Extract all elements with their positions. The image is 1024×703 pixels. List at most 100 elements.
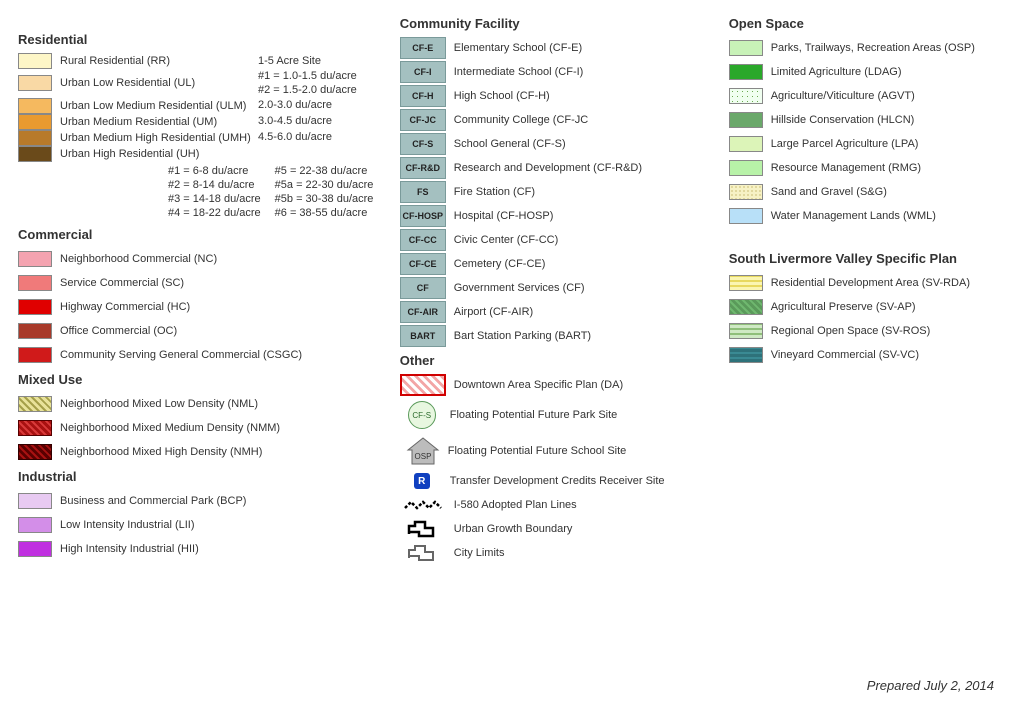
legend-label: Water Management Lands (WML) [771,210,1006,222]
swatch [18,396,52,412]
cl-label: City Limits [454,547,717,559]
legend-label: Agricultural Preserve (SV-AP) [771,301,1006,313]
cf-swatch: CF-I [400,61,446,83]
swatch [18,114,52,130]
legend-label: Regional Open Space (SV-ROS) [771,325,1006,337]
legend-row: FSFire Station (CF) [400,181,717,203]
os-title: Open Space [729,16,1006,31]
cf-swatch: CF [400,277,446,299]
swatch [729,208,763,224]
swatch [729,299,763,315]
legend-row: CF-IIntermediate School (CF-I) [400,61,717,83]
legend-label: Community College (CF-JC [454,114,717,126]
legend-row: Urban Low Residential (UL)#1 = 1.0-1.5 d… [18,69,388,98]
da-swatch [400,374,446,396]
legend-label: Civic Center (CF-CC) [454,234,717,246]
legend-label: Large Parcel Agriculture (LPA) [771,138,1006,150]
swatch [18,98,52,114]
cf-swatch: CF-AIR [400,301,446,323]
legend-label: High Intensity Industrial (HII) [60,543,388,555]
legend-row: Water Management Lands (WML) [729,205,1006,227]
cf-swatch: CF-CC [400,229,446,251]
cf-swatch: BART [400,325,446,347]
legend-row: Agriculture/Viticulture (AGVT) [729,85,1006,107]
commercial-title: Commercial [18,227,388,242]
cfs-circle-icon: CF-S [408,401,436,429]
legend-label: Hospital (CF-HOSP) [454,210,717,222]
legend-label: Neighborhood Mixed Low Density (NML) [60,398,388,410]
legend-row: Service Commercial (SC) [18,272,388,294]
column-1: Residential Rural Residential (RR)1-5 Ac… [18,12,388,566]
legend-row: Regional Open Space (SV-ROS) [729,320,1006,342]
legend-label: High School (CF-H) [454,90,717,102]
legend-label: Highway Commercial (HC) [60,301,388,313]
legend-label: Business and Commercial Park (BCP) [60,495,388,507]
legend-row: CFGovernment Services (CF) [400,277,717,299]
osp-label: Floating Potential Future School Site [448,445,717,457]
legend-label: Elementary School (CF-E) [454,42,717,54]
swatch [729,160,763,176]
legend-row: Urban Medium High Residential (UMH)4.5-6… [18,130,388,146]
legend-row: Neighborhood Mixed Low Density (NML) [18,393,388,415]
legend-row: Low Intensity Industrial (LII) [18,514,388,536]
density-note: 4.5-6.0 du/acre [258,130,332,144]
cf-swatch: CF-S [400,133,446,155]
legend-row: CF-EElementary School (CF-E) [400,37,717,59]
r-badge-icon: R [414,473,430,489]
slv-title: South Livermore Valley Specific Plan [729,251,1006,266]
legend-row: CF-JC Community College (CF-JC [400,109,717,131]
legend-label: Neighborhood Mixed High Density (NMH) [60,446,388,458]
swatch [18,130,52,146]
swatch [729,275,763,291]
residential-title: Residential [18,32,388,47]
density-note: 3.0-4.5 du/acre [258,114,332,128]
legend-row: CF-HOSP Hospital (CF-HOSP) [400,205,717,227]
legend-label: Low Intensity Industrial (LII) [60,519,388,531]
legend-label: Sand and Gravel (S&G) [771,186,1006,198]
legend-label: Cemetery (CF-CE) [454,258,717,270]
legend-label: Airport (CF-AIR) [454,306,717,318]
swatch [18,541,52,557]
r-label: Transfer Development Credits Receiver Si… [450,475,717,487]
legend-label: Vineyard Commercial (SV-VC) [771,349,1006,361]
swatch [18,146,52,162]
density-note: 2.0-3.0 du/acre [258,98,332,112]
legend-row: Residential Development Area (SV-RDA) [729,272,1006,294]
swatch [18,347,52,363]
legend-row: BART Bart Station Parking (BART) [400,325,717,347]
legend-row: Urban Low Medium Residential (ULM)2.0-3.… [18,98,388,114]
cf-swatch: CF-HOSP [400,205,446,227]
legend-row: CF-HHigh School (CF-H) [400,85,717,107]
legend-row: Urban Medium Residential (UM)3.0-4.5 du/… [18,114,388,130]
cf-swatch: CF-JC [400,109,446,131]
other-r-row: R Transfer Development Credits Receiver … [400,470,717,492]
ugb-label: Urban Growth Boundary [454,523,717,535]
uh-density-block: #1 = 6-8 du/acre #2 = 8-14 du/acre #3 = … [168,164,388,221]
legend-label: Community Serving General Commercial (CS… [60,349,388,361]
legend-label: Resource Management (RMG) [771,162,1006,174]
legend-row: CF-R&DResearch and Development (CF-R&D) [400,157,717,179]
swatch [729,40,763,56]
ugb-icon [400,518,446,540]
legend-label: Fire Station (CF) [454,186,717,198]
legend-row: CF-AIR Airport (CF-AIR) [400,301,717,323]
cf-title: Community Facility [400,16,717,31]
swatch [729,136,763,152]
legend-label: Neighborhood Mixed Medium Density (NMM) [60,422,388,434]
swatch [18,517,52,533]
swatch [729,184,763,200]
legend-row: Vineyard Commercial (SV-VC) [729,344,1006,366]
other-da-row: Downtown Area Specific Plan (DA) [400,374,717,396]
legend-row: Resource Management (RMG) [729,157,1006,179]
legend-label: Bart Station Parking (BART) [454,330,717,342]
column-3: Open Space Parks, Trailways, Recreation … [729,12,1006,566]
legend-label: Hillside Conservation (HLCN) [771,114,1006,126]
legend-columns: Residential Rural Residential (RR)1-5 Ac… [18,12,1006,566]
swatch [18,444,52,460]
swatch [729,64,763,80]
legend-row: Rural Residential (RR)1-5 Acre Site [18,53,388,69]
other-cfs-row: CF-S Floating Potential Future Park Site [400,398,717,432]
swatch [18,53,52,69]
density-note: 1-5 Acre Site [258,54,321,68]
legend-label: Urban High Residential (UH) [60,148,258,160]
